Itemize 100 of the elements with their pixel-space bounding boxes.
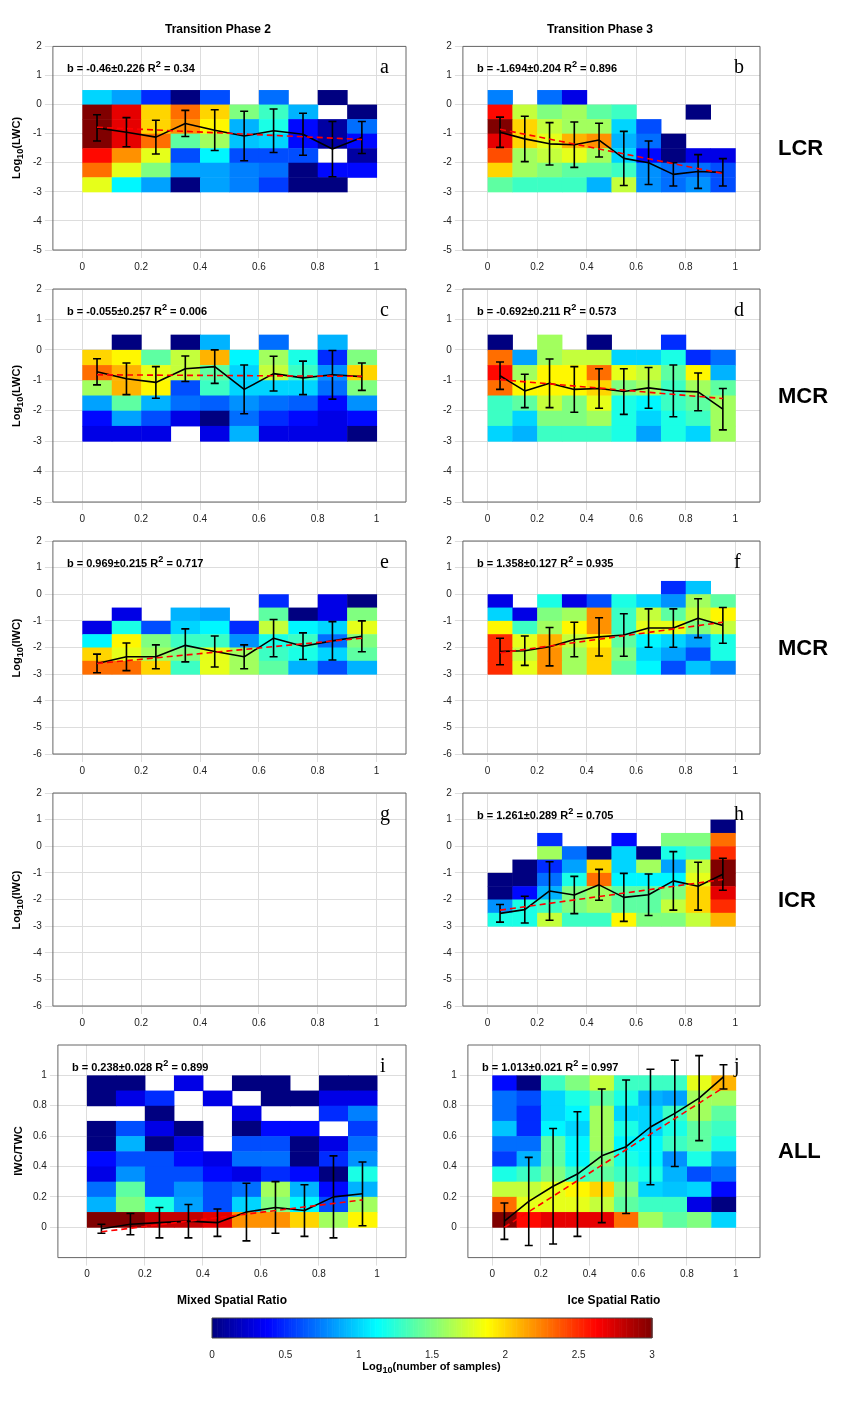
x-tick-label: 0	[484, 1016, 491, 1028]
y-tick-label: 2	[446, 282, 453, 294]
y-tick-label: -4	[32, 946, 43, 958]
annotation: b = 1.261±0.289 R$^{2}$ = 0.705	[476, 806, 614, 821]
y-tick-label: -1	[442, 614, 453, 626]
y-tick-label: -2	[32, 641, 43, 653]
y-tick-label: -4	[442, 214, 453, 226]
x-tick-label: 0.6	[254, 1268, 269, 1280]
y-tick-label: -5	[442, 721, 453, 733]
x-tick-label: 1	[732, 1016, 739, 1028]
y-tick-label: 0.2	[443, 1190, 458, 1202]
color-bar-label: 0	[208, 1348, 215, 1360]
x-tick-label: 0	[484, 764, 491, 776]
y-tick-label: 0	[446, 588, 453, 599]
x-tick-label: 0	[84, 1268, 91, 1280]
color-bar-label: 1.5	[424, 1348, 439, 1360]
annotation: e	[380, 550, 389, 572]
x-tick-label: 1	[373, 512, 380, 524]
x-tick-label: 0.8	[310, 1016, 326, 1028]
y-tick-label: -1	[32, 127, 43, 139]
color-bar-label: 3	[648, 1348, 655, 1360]
y-tick-label: 0	[446, 343, 453, 355]
y-tick-label: -6	[442, 999, 453, 1011]
x-tick-label: 1	[732, 512, 739, 524]
y-tick-label: 1	[451, 1069, 458, 1081]
y-tick-label: -2	[442, 893, 453, 905]
annotation: i	[380, 1054, 386, 1076]
x-tick-label: 0.8	[310, 764, 326, 776]
y-tick-label: 1	[446, 813, 453, 825]
y-tick-label: -2	[442, 156, 453, 168]
x-tick-label: 1	[732, 764, 739, 776]
y-tick-label: 0.8	[33, 1099, 48, 1111]
y-axis-title: IWC/TWC	[11, 1126, 24, 1177]
x-tick-label: 0.4	[193, 1016, 208, 1028]
x-tick-label: 0.2	[137, 1268, 153, 1280]
y-tick-label: -4	[32, 214, 43, 226]
x-tick-label: 0.4	[579, 512, 595, 524]
y-tick-label: -6	[32, 999, 43, 1011]
y-tick-label: -2	[32, 404, 43, 416]
y-tick-label: 2	[446, 786, 453, 798]
x-tick-label: 0.8	[678, 764, 694, 776]
x-tick-label: 0.8	[312, 1268, 327, 1280]
text: ALL	[778, 1138, 821, 1164]
x-tick-label: 0	[79, 512, 86, 524]
x-tick-label: 0.2	[134, 512, 149, 524]
y-tick-label: 0.8	[443, 1099, 458, 1111]
y-tick-label: 2	[36, 534, 43, 546]
x-tick-label: 0.6	[251, 512, 267, 524]
y-tick-label: 1	[446, 69, 453, 81]
color-bar-label: 2	[502, 1348, 509, 1360]
x-tick-label: 0	[79, 1016, 86, 1028]
y-tick-label: -3	[32, 434, 43, 446]
annotation: b = 1.358±0.127 R$^{2}$ = 0.935	[476, 554, 614, 569]
y-tick-label: 0	[446, 840, 453, 851]
x-axis-title: Ice Spatial Ratio	[567, 1293, 661, 1308]
y-tick-label: -1	[32, 374, 43, 386]
y-tick-label: 0.6	[33, 1129, 48, 1141]
x-tick-label: 0.6	[629, 260, 644, 272]
x-tick-label: 0.2	[134, 260, 149, 272]
annotation: b = -0.055±0.257 R$^{2}$ = 0.006	[66, 302, 208, 317]
y-tick-label: 0.4	[443, 1160, 458, 1172]
x-tick-label: 0.6	[629, 764, 644, 776]
x-tick-label: 1	[732, 260, 739, 272]
x-tick-label: 0.4	[579, 260, 595, 272]
y-tick-label: -2	[442, 404, 453, 416]
annotation: a	[380, 55, 389, 78]
y-tick-label: 0	[41, 1220, 48, 1232]
x-tick-label: 0.2	[134, 1016, 149, 1028]
y-tick-label: 2	[36, 786, 43, 798]
x-tick-label: 1	[374, 1268, 381, 1280]
y-tick-label: 2	[446, 40, 453, 52]
annotation: g	[380, 802, 390, 824]
y-tick-label: -3	[32, 667, 43, 679]
y-tick-label: 0.6	[443, 1129, 458, 1141]
x-tick-label: 0	[79, 260, 86, 272]
annotation: b = -1.694±0.204 R$^{2}$ = 0.896	[476, 59, 618, 75]
x-tick-label: 0.4	[193, 512, 208, 524]
annotation: b = -0.46±0.226 R$^{2}$ = 0.34	[66, 59, 195, 75]
annotation: c	[380, 298, 389, 320]
y-tick-label: -5	[32, 721, 43, 733]
x-tick-label: 0.8	[680, 1268, 695, 1280]
y-tick-label: -6	[32, 747, 43, 759]
annotation: h	[734, 802, 744, 824]
y-tick-label: -1	[442, 866, 453, 878]
chart-title: Transition Phase 3	[546, 21, 654, 36]
x-tick-label: 0.6	[251, 764, 267, 776]
text: MCR	[778, 382, 829, 408]
y-tick-label: 0.2	[33, 1190, 48, 1202]
x-tick-label: 1	[732, 1268, 739, 1280]
x-tick-label: 0.4	[579, 764, 595, 776]
x-tick-label: 0.8	[310, 260, 326, 272]
y-tick-label: 2	[36, 40, 43, 52]
y-tick-label: -4	[442, 946, 453, 958]
y-tick-label: -1	[32, 614, 43, 626]
annotation: b	[734, 55, 744, 78]
y-tick-label: -6	[442, 747, 453, 759]
y-tick-label: -4	[32, 694, 43, 706]
annotation: f	[734, 550, 741, 572]
x-tick-label: 0.4	[582, 1268, 597, 1280]
y-tick-label: 1	[36, 69, 43, 81]
